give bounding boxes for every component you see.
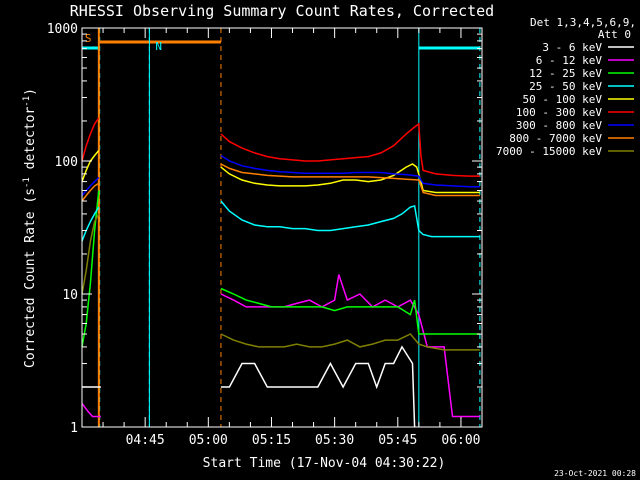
y-axis-label-part2: detector: [23, 107, 38, 178]
series-line-0-1: [220, 345, 416, 428]
series-line-3-0: [81, 206, 100, 242]
axes: 1 10 100 1000 04:45 05:00 05:15 05:30 05:45 06:00: [47, 22, 483, 448]
legend-label-4: 50 - 100 keV: [523, 93, 603, 106]
legend-label-1: 6 - 12 keV: [536, 54, 603, 67]
y-tick-label-1: 10: [62, 288, 78, 303]
legend-label-6: 300 - 800 keV: [516, 119, 602, 132]
y-axis-label-part1: Corrected Count Rate (s: [23, 188, 38, 368]
series-line-1-0: [81, 403, 101, 418]
series-line-3-1: [220, 200, 480, 238]
y-axis-label: Corrected Count Rate (s-1 detector-1): [22, 88, 38, 368]
series-line-4-0: [81, 150, 100, 182]
y-tick-label-2: 100: [55, 155, 78, 170]
plot-area: SN: [81, 28, 481, 428]
legend-label-3: 25 - 50 keV: [529, 80, 602, 93]
series-line-2-0: [81, 190, 100, 348]
series-line-6-0: [81, 177, 100, 196]
series-line-6-1: [220, 154, 480, 188]
y-axis-label-sup2: -1: [22, 96, 32, 107]
x-tick-label-1: 05:00: [189, 433, 228, 448]
legend-header-detectors: Det 1,3,4,5,6,9,: [530, 16, 636, 29]
x-axis-label: Start Time (17-Nov-04 04:30:22): [203, 456, 446, 471]
series-line-7-0: [81, 182, 100, 202]
night-label-2: N: [155, 40, 162, 53]
x-tick-label-2: 05:15: [252, 433, 291, 448]
legend-header-attenuator: Att 0: [598, 28, 631, 41]
series-line-1-1: [220, 274, 480, 418]
y-axis-label-sup1: -1: [22, 177, 32, 188]
series-line-8-1: [220, 333, 480, 351]
y-tick-label-0: 1: [70, 421, 78, 436]
series-line-5-0: [81, 117, 100, 162]
axes-frame: [81, 27, 483, 428]
x-tick-label-4: 05:45: [378, 433, 417, 448]
footer-date: 23-Oct-2021 00:28: [554, 469, 636, 478]
x-tick-label-3: 05:30: [315, 433, 354, 448]
series-line-2-1: [220, 287, 480, 335]
series-line-4-1: [220, 163, 480, 194]
legend-label-2: 12 - 25 keV: [529, 67, 602, 80]
y-axis-label-part3: ): [23, 88, 38, 96]
series-line-7-1: [220, 163, 480, 197]
x-tick-label-5: 06:00: [441, 433, 480, 448]
legend-label-8: 7000 - 15000 keV: [496, 145, 602, 158]
legend-label-0: 3 - 6 keV: [542, 41, 602, 54]
series-line-5-1: [220, 122, 480, 177]
x-tick-label-0: 04:45: [126, 433, 165, 448]
y-tick-label-3: 1000: [47, 22, 78, 37]
saa-label: S: [85, 32, 92, 45]
legend-label-7: 800 - 7000 keV: [509, 132, 602, 145]
legend-label-5: 100 - 300 keV: [516, 106, 602, 119]
chart-title: RHESSI Observing Summary Count Rates, Co…: [70, 2, 494, 20]
series-line-8-0: [81, 213, 100, 295]
